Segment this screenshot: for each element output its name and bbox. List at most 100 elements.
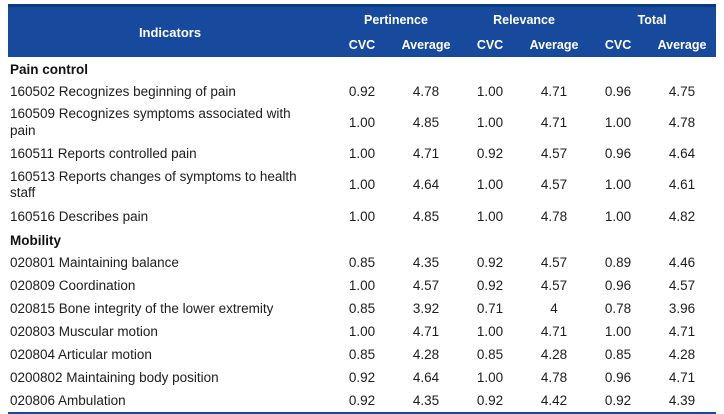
relevance-cvc-value: 1.00: [476, 114, 504, 130]
total-average-value: 4.82: [668, 208, 696, 224]
pertinence-cvc-value: 1.00: [348, 145, 376, 161]
column-header-relevance-cvc: CVC: [476, 37, 504, 52]
total-cvc-value: 1.00: [604, 208, 632, 224]
indicator-label: 160509 Recognizes symptoms associated wi…: [10, 106, 291, 138]
pertinence-average-value: 4.57: [412, 278, 440, 294]
pertinence-cvc-value: 0.85: [348, 255, 376, 271]
total-cvc-value: 0.92: [604, 392, 632, 408]
table-row: 020815 Bone integrity of the lower extre…: [8, 298, 716, 321]
relevance-cvc-value: 1.00: [476, 324, 504, 340]
total-cvc-value: 1.00: [604, 324, 632, 340]
column-header-indicators: Indicators: [8, 4, 332, 57]
indicator-label: 020801 Maintaining balance: [10, 255, 179, 271]
table-row: 020806 Ambulation 0.92 4.35 0.92 4.42 0.…: [8, 390, 716, 413]
total-cvc-value: 1.00: [604, 177, 632, 193]
pertinence-cvc-value: 0.92: [348, 392, 376, 408]
relevance-cvc-value: 0.92: [476, 255, 504, 271]
relevance-cvc-value: 1.00: [476, 83, 504, 99]
table-body: Pain control 160502 Recognizes beginning…: [8, 57, 716, 413]
total-cvc-value: 1.00: [604, 114, 632, 130]
total-average-value: 4.71: [668, 324, 696, 340]
column-group-relevance: Relevance: [460, 4, 589, 32]
pertinence-cvc-value: 1.00: [348, 177, 376, 193]
pertinence-cvc-value: 0.85: [348, 301, 376, 317]
pertinence-average-value: 4.71: [412, 324, 440, 340]
pertinence-cvc-value: 1.00: [348, 208, 376, 224]
indicator-label: 020809 Coordination: [10, 278, 136, 294]
total-average-value: 4.39: [668, 392, 696, 408]
indicator-label: 160513 Reports changes of symptoms to he…: [10, 168, 297, 201]
table-row: 020801 Maintaining balance 0.85 4.35 0.9…: [8, 252, 716, 275]
total-cvc-value: 0.89: [604, 255, 632, 271]
relevance-cvc-value: 1.00: [476, 370, 504, 386]
total-average-value: 4.75: [668, 83, 696, 99]
relevance-cvc-value: 0.92: [476, 392, 504, 408]
relevance-cvc-value: 0.71: [476, 301, 504, 317]
header-sub-row: CVC Average CVC Average CVC Average: [8, 32, 716, 57]
table-row: 160513 Reports changes of symptoms to he…: [8, 165, 716, 205]
relevance-cvc-value: 0.85: [476, 347, 504, 363]
relevance-average-value: 4.71: [540, 324, 568, 340]
table-row: 160509 Recognizes symptoms associated wi…: [8, 103, 716, 142]
pertinence-cvc-value: 0.92: [348, 370, 376, 386]
relevance-average-value: 4.28: [540, 347, 568, 363]
relevance-cvc-value: 1.00: [476, 177, 504, 193]
header-group-row: Indicators Pertinence Relevance Total: [8, 4, 717, 57]
column-header-total-cvc: CVC: [604, 37, 632, 52]
section-title-pain-control: Pain control: [10, 62, 89, 77]
table-row: 0200802 Maintaining body position 0.92 4…: [8, 367, 716, 390]
relevance-average-value: 4.78: [540, 370, 568, 386]
indicator-label: 0200802 Maintaining body position: [10, 370, 219, 386]
total-average-value: 4.46: [668, 255, 696, 271]
pertinence-average-value: 4.85: [412, 208, 440, 224]
indicator-label: 020815 Bone integrity of the lower extre…: [10, 301, 274, 317]
relevance-average-value: 4.78: [540, 208, 568, 224]
total-cvc-value: 0.78: [604, 301, 632, 317]
total-average-value: 4.64: [668, 145, 696, 161]
total-average-value: 4.61: [668, 177, 696, 193]
column-header-relevance-average: Average: [529, 37, 579, 52]
column-header-pertinence-cvc: CVC: [348, 37, 376, 52]
table-header: Indicators Pertinence Relevance Total CV…: [8, 4, 717, 57]
pertinence-average-value: 4.28: [412, 347, 440, 363]
indicator-label: 160502 Recognizes beginning of pain: [10, 83, 236, 99]
relevance-average-value: 4.57: [540, 255, 568, 271]
pertinence-cvc-value: 1.00: [348, 324, 376, 340]
indicator-label: 020803 Muscular motion: [10, 324, 158, 340]
column-header-total-average: Average: [657, 37, 707, 52]
indicator-label: 020806 Ambulation: [10, 392, 126, 408]
table-row: 160502 Recognizes beginning of pain 0.92…: [8, 80, 716, 103]
pertinence-average-value: 4.35: [412, 392, 440, 408]
column-group-total: Total: [588, 4, 717, 32]
table-row: 160511 Reports controlled pain 1.00 4.71…: [8, 142, 716, 165]
relevance-average-value: 4.57: [540, 278, 568, 294]
relevance-average-value: 4.71: [540, 83, 568, 99]
total-average-value: 4.71: [668, 370, 696, 386]
table-row: 020809 Coordination 1.00 4.57 0.92 4.57 …: [8, 275, 716, 298]
pertinence-average-value: 3.92: [412, 301, 440, 317]
table-row: 160516 Describes pain 1.00 4.85 1.00 4.7…: [8, 205, 716, 228]
total-average-value: 4.78: [668, 114, 696, 130]
indicator-label: 020804 Articular motion: [10, 347, 152, 363]
relevance-cvc-value: 1.00: [476, 208, 504, 224]
total-average-value: 4.57: [668, 278, 696, 294]
section-row: Mobility: [8, 228, 716, 251]
relevance-average-value: 4.71: [540, 114, 568, 130]
total-cvc-value: 0.96: [604, 278, 632, 294]
indicator-label: 160511 Reports controlled pain: [10, 145, 197, 161]
total-average-value: 4.28: [668, 347, 696, 363]
total-average-value: 3.96: [668, 301, 696, 317]
pertinence-average-value: 4.78: [412, 83, 440, 99]
relevance-average-value: 4.42: [540, 392, 568, 408]
pertinence-average-value: 4.85: [412, 114, 440, 130]
section-row: Pain control: [8, 57, 716, 80]
relevance-average-value: 4.57: [540, 177, 568, 193]
total-cvc-value: 0.96: [604, 83, 632, 99]
indicator-label: 160516 Describes pain: [10, 208, 149, 224]
pertinence-cvc-value: 0.92: [348, 83, 376, 99]
total-cvc-value: 0.96: [604, 370, 632, 386]
relevance-cvc-value: 0.92: [476, 278, 504, 294]
table-row: 020803 Muscular motion 1.00 4.71 1.00 4.…: [8, 321, 716, 344]
relevance-cvc-value: 0.92: [476, 145, 504, 161]
relevance-average-value: 4.57: [540, 145, 568, 161]
